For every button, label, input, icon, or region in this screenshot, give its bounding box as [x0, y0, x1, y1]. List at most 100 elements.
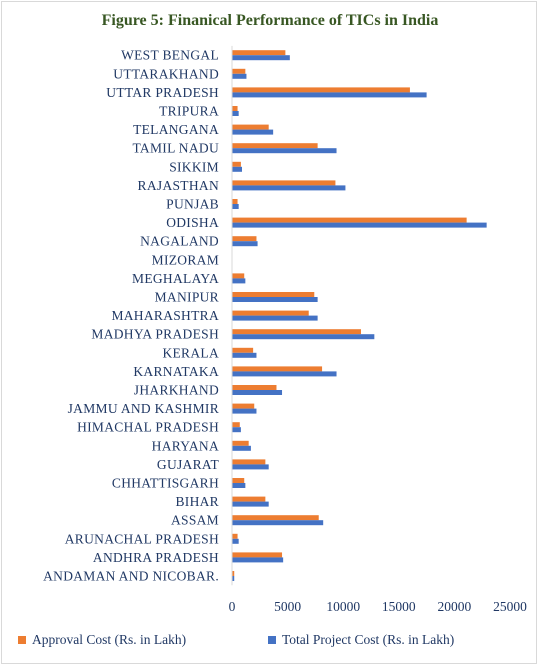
x-tick-label-0: 0	[229, 599, 236, 614]
legend-label-approval-cost: Approval Cost (Rs. in Lakh)	[32, 632, 187, 647]
bar-approval-cost-arunachal-pradesh	[232, 533, 238, 539]
bar-total-project-cost-andaman-and-nicobar	[232, 576, 235, 581]
category-label-karnataka: KARNATAKA	[133, 364, 219, 379]
category-label-tripura: TRIPURA	[159, 104, 219, 119]
bar-approval-cost-gujarat	[232, 459, 266, 465]
x-tick-label-15000: 15000	[382, 599, 416, 614]
bar-total-project-cost-chhattisgarh	[232, 483, 246, 488]
bar-approval-cost-uttarakhand	[232, 68, 246, 74]
category-label-tamil-nadu: TAMIL NADU	[132, 141, 219, 156]
category-label-nagaland: NAGALAND	[140, 234, 219, 249]
bar-total-project-cost-tamil-nadu	[232, 148, 337, 154]
category-label-himachal-pradesh: HIMACHAL PRADESH	[77, 420, 219, 435]
bar-approval-cost-manipur	[232, 292, 315, 297]
bar-approval-cost-rajasthan	[232, 180, 336, 186]
x-tick-label-10000: 10000	[326, 599, 360, 614]
bar-approval-cost-chhattisgarh	[232, 478, 245, 483]
legend-swatch-approval-cost	[18, 636, 26, 644]
bar-approval-cost-andhra-pradesh	[232, 552, 283, 558]
bar-total-project-cost-jharkhand	[232, 390, 283, 395]
bar-approval-cost-nagaland	[232, 236, 257, 242]
category-label-chhattisgarh: CHHATTISGARH	[112, 476, 219, 491]
bar-total-project-cost-assam	[232, 520, 324, 526]
category-label-sikkim: SIKKIM	[169, 159, 219, 174]
bar-approval-cost-jharkhand	[232, 385, 277, 390]
category-label-rajasthan: RAJASTHAN	[138, 178, 219, 193]
bar-approval-cost-jammu-and-kashmir	[232, 403, 255, 409]
category-label-uttarakhand: UTTARAKHAND	[113, 66, 219, 81]
category-label-uttar-pradesh: UTTAR PRADESH	[106, 85, 219, 100]
category-label-kerala: KERALA	[162, 345, 219, 360]
x-tick-label-25000: 25000	[493, 599, 527, 614]
category-label-jammu-and-kashmir: JAMMU AND KASHMIR	[68, 401, 219, 416]
bar-total-project-cost-kerala	[232, 352, 257, 358]
bar-total-project-cost-madhya-pradesh	[232, 334, 375, 340]
bar-approval-cost-haryana	[232, 440, 249, 446]
bar-approval-cost-uttar-pradesh	[232, 87, 410, 93]
bar-approval-cost-tripura	[232, 106, 238, 111]
legend-label-total-project-cost: Total Project Cost (Rs. in Lakh)	[282, 632, 455, 647]
category-label-assam: ASSAM	[171, 513, 219, 528]
category-label-arunachal-pradesh: ARUNACHAL PRADESH	[65, 531, 219, 546]
category-label-gujarat: GUJARAT	[157, 457, 220, 472]
bar-total-project-cost-maharashtra	[232, 315, 318, 321]
bar-total-project-cost-himachal-pradesh	[232, 427, 241, 433]
category-label-meghalaya: MEGHALAYA	[132, 271, 219, 286]
bar-total-project-cost-meghalaya	[232, 278, 246, 284]
bar-approval-cost-bihar	[232, 496, 266, 502]
bar-total-project-cost-punjab	[232, 204, 239, 209]
bar-approval-cost-odisha	[232, 217, 467, 223]
bar-total-project-cost-nagaland	[232, 241, 258, 247]
bar-approval-cost-maharashtra	[232, 310, 309, 316]
category-label-haryana: HARYANA	[152, 438, 219, 453]
legend-item-total-project-cost: Total Project Cost (Rs. in Lakh)	[268, 632, 454, 648]
legend-swatch-total-project-cost	[268, 636, 276, 644]
bar-total-project-cost-jammu-and-kashmir	[232, 408, 257, 414]
bar-total-project-cost-tripura	[232, 111, 239, 116]
category-label-bihar: BIHAR	[175, 494, 219, 509]
legend-item-approval-cost: Approval Cost (Rs. in Lakh)	[18, 632, 186, 648]
chart-title: Figure 5: Finanical Performance of TICs …	[101, 12, 439, 29]
bar-total-project-cost-west-bengal	[232, 55, 290, 61]
bar-approval-cost-west-bengal	[232, 50, 286, 56]
category-label-west-bengal: WEST BENGAL	[121, 48, 219, 63]
bar-approval-cost-assam	[232, 515, 319, 521]
bar-total-project-cost-sikkim	[232, 166, 243, 172]
bar-total-project-cost-haryana	[232, 445, 251, 451]
bar-approval-cost-punjab	[232, 199, 238, 204]
legend: Approval Cost (Rs. in Lakh) Total Projec…	[0, 632, 540, 652]
category-label-andaman-and-nicobar: ANDAMAN AND NICOBAR.	[43, 569, 219, 584]
category-label-odisha: ODISHA	[166, 215, 219, 230]
category-label-manipur: MANIPUR	[155, 290, 219, 305]
bar-approval-cost-madhya-pradesh	[232, 329, 361, 335]
category-label-jharkhand: JHARKHAND	[134, 383, 219, 398]
category-label-maharashtra: MAHARASHTRA	[111, 308, 219, 323]
bar-total-project-cost-uttar-pradesh	[232, 92, 427, 98]
bar-approval-cost-sikkim	[232, 161, 241, 167]
bar-total-project-cost-arunachal-pradesh	[232, 538, 239, 544]
bar-total-project-cost-rajasthan	[232, 185, 346, 191]
category-label-andhra-pradesh: ANDHRA PRADESH	[93, 550, 219, 565]
bar-total-project-cost-andhra-pradesh	[232, 557, 284, 563]
bar-approval-cost-meghalaya	[232, 273, 245, 279]
bar-approval-cost-tamil-nadu	[232, 143, 318, 149]
category-label-mizoram: MIZORAM	[152, 252, 219, 267]
category-label-telangana: TELANGANA	[133, 122, 219, 137]
bar-approval-cost-andaman-and-nicobar	[232, 571, 235, 576]
bar-total-project-cost-bihar	[232, 501, 269, 507]
bar-total-project-cost-telangana	[232, 129, 274, 135]
category-label-madhya-pradesh: MADHYA PRADESH	[91, 327, 219, 342]
x-tick-label-5000: 5000	[274, 599, 301, 614]
bar-total-project-cost-gujarat	[232, 464, 269, 470]
bar-approval-cost-telangana	[232, 124, 269, 130]
bar-total-project-cost-odisha	[232, 222, 487, 228]
bar-total-project-cost-uttarakhand	[232, 73, 247, 79]
bar-approval-cost-karnataka	[232, 366, 323, 372]
bar-total-project-cost-manipur	[232, 297, 318, 302]
x-tick-label-20000: 20000	[438, 599, 472, 614]
bar-approval-cost-himachal-pradesh	[232, 422, 240, 428]
category-label-punjab: PUNJAB	[166, 197, 219, 212]
bar-approval-cost-kerala	[232, 347, 254, 353]
